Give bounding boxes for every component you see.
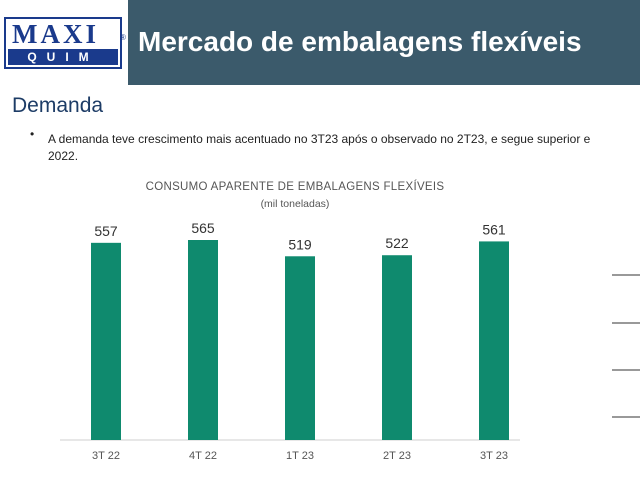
page-title: Mercado de embalagens flexíveis <box>138 26 582 57</box>
bar-value-label: 522 <box>385 235 409 251</box>
bullet-line-2: 2022. <box>48 149 79 163</box>
logo: MAXI QUIM ® <box>0 0 128 85</box>
bullet-text: A demanda teve crescimento mais acentuad… <box>48 131 640 165</box>
chart-title: CONSUMO APARENTE DE EMBALAGENS FLEXÍVEIS <box>146 180 445 193</box>
logo-frame: MAXI QUIM ® <box>4 17 126 69</box>
bar-value-label: 557 <box>94 223 118 239</box>
bullet-marker: • <box>30 127 35 141</box>
partial-chart-gridlines <box>612 274 640 418</box>
bar-3t-23 <box>479 241 509 440</box>
bar-value-label: 565 <box>191 220 215 236</box>
logo-text-top: MAXI <box>12 19 99 49</box>
logo-text-bottom: QUIM <box>8 49 118 65</box>
registered-mark: ® <box>120 33 126 42</box>
chart-subtitle: (mil toneladas) <box>261 198 330 210</box>
x-tick-label: 1T 23 <box>286 450 314 462</box>
x-tick-label: 4T 22 <box>189 450 217 462</box>
x-tick-label: 3T 23 <box>480 450 508 462</box>
section-title: Demanda <box>12 94 104 117</box>
x-tick-label: 2T 23 <box>383 450 411 462</box>
bar-4t-22 <box>188 240 218 440</box>
bar-1t-23 <box>285 256 315 440</box>
bar-3t-22 <box>91 242 121 440</box>
bar-value-label: 519 <box>288 236 312 252</box>
bars-group: 557 3T 22 565 4T 22 519 1T 23 522 2T 23 561 3T 23 <box>91 220 509 462</box>
bar-chart: CONSUMO APARENTE DE EMBALAGENS FLEXÍVEIS… <box>60 180 520 462</box>
bar-2t-23 <box>382 255 412 440</box>
x-tick-label: 3T 22 <box>92 450 120 462</box>
header-bar: MAXI QUIM ® Mercado de embalagens flexív… <box>0 0 640 85</box>
bar-value-label: 561 <box>482 221 506 237</box>
bullet-line-1: A demanda teve crescimento mais acentuad… <box>48 132 591 146</box>
